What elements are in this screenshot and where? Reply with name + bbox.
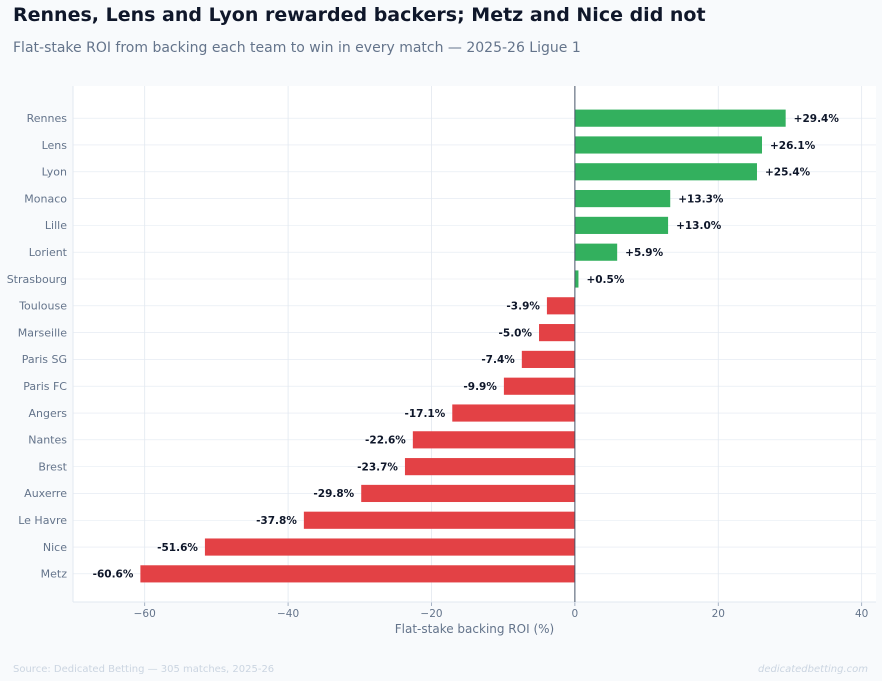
chart-subtitle: Flat-stake ROI from backing each team to…: [13, 40, 581, 56]
bar-nice: [204, 538, 575, 556]
bar-lens: [574, 136, 763, 154]
value-label: +26.1%: [770, 140, 816, 152]
y-tick-label: Le Havre: [18, 514, 67, 527]
bar-lyon: [574, 163, 757, 181]
bar-auxerre: [361, 484, 575, 503]
x-tick-label: −60: [134, 608, 156, 620]
y-tick-label: Angers: [29, 407, 68, 420]
y-tick-label: Monaco: [24, 192, 67, 205]
y-tick-label: Strasbourg: [7, 273, 67, 286]
value-label: -3.9%: [506, 301, 540, 313]
x-tick-label: 0: [572, 608, 579, 620]
value-label: -37.8%: [256, 515, 297, 527]
value-label: -9.9%: [463, 381, 497, 393]
value-label: +13.3%: [678, 193, 724, 205]
bar-toulouse: [546, 297, 575, 315]
value-label: -60.6%: [93, 569, 134, 581]
value-label: -17.1%: [404, 408, 445, 420]
value-label: +29.4%: [794, 113, 840, 125]
chart-title: Rennes, Lens and Lyon rewarded backers; …: [13, 4, 706, 26]
y-tick-label: Lille: [45, 219, 67, 232]
value-label: -22.6%: [365, 435, 406, 447]
x-tick-label: 40: [855, 608, 868, 620]
y-tick-label: Auxerre: [24, 487, 67, 500]
value-label: -5.0%: [499, 327, 533, 339]
bar-paris-fc: [503, 377, 575, 395]
bar-brest: [404, 458, 575, 476]
y-tick-label: Lorient: [29, 246, 68, 259]
x-tick-label: 20: [712, 608, 725, 620]
y-tick-label: Nantes: [28, 434, 67, 447]
y-tick-label: Toulouse: [18, 300, 67, 313]
value-label: +13.0%: [676, 220, 722, 232]
y-tick-label: Metz: [41, 568, 68, 581]
y-tick-label: Rennes: [27, 112, 68, 125]
bar-marseille: [539, 324, 575, 342]
bar-metz: [140, 565, 575, 583]
bar-lille: [574, 216, 669, 234]
value-label: +25.4%: [765, 167, 811, 179]
y-tick-label: Paris FC: [23, 380, 67, 393]
x-tick-label: −40: [277, 608, 299, 620]
x-axis-label: Flat-stake backing ROI (%): [395, 622, 554, 636]
bar-paris-sg: [521, 350, 575, 368]
y-tick-label: Lens: [42, 139, 68, 152]
bar-strasbourg: [574, 270, 579, 288]
y-tick-label: Marseille: [18, 326, 67, 339]
bar-angers: [452, 404, 575, 422]
x-tick-label: −20: [420, 608, 442, 620]
bar-lorient: [574, 243, 618, 261]
source-note: Source: Dedicated Betting — 305 matches,…: [13, 664, 275, 675]
site-watermark: dedicatedbetting.com: [757, 664, 868, 675]
bar-rennes: [574, 109, 786, 127]
value-label: +5.9%: [625, 247, 663, 259]
bar-monaco: [574, 190, 671, 208]
value-label: -7.4%: [481, 354, 515, 366]
value-label: +0.5%: [586, 274, 624, 286]
y-tick-label: Paris SG: [22, 353, 67, 366]
y-tick-label: Lyon: [42, 166, 67, 179]
value-label: -51.6%: [157, 542, 198, 554]
y-tick-label: Brest: [38, 460, 67, 473]
value-label: -29.8%: [313, 488, 354, 500]
y-tick-label: Nice: [43, 541, 67, 554]
bar-le-havre: [303, 511, 575, 529]
bar-nantes: [412, 431, 575, 449]
value-label: -23.7%: [357, 461, 398, 473]
